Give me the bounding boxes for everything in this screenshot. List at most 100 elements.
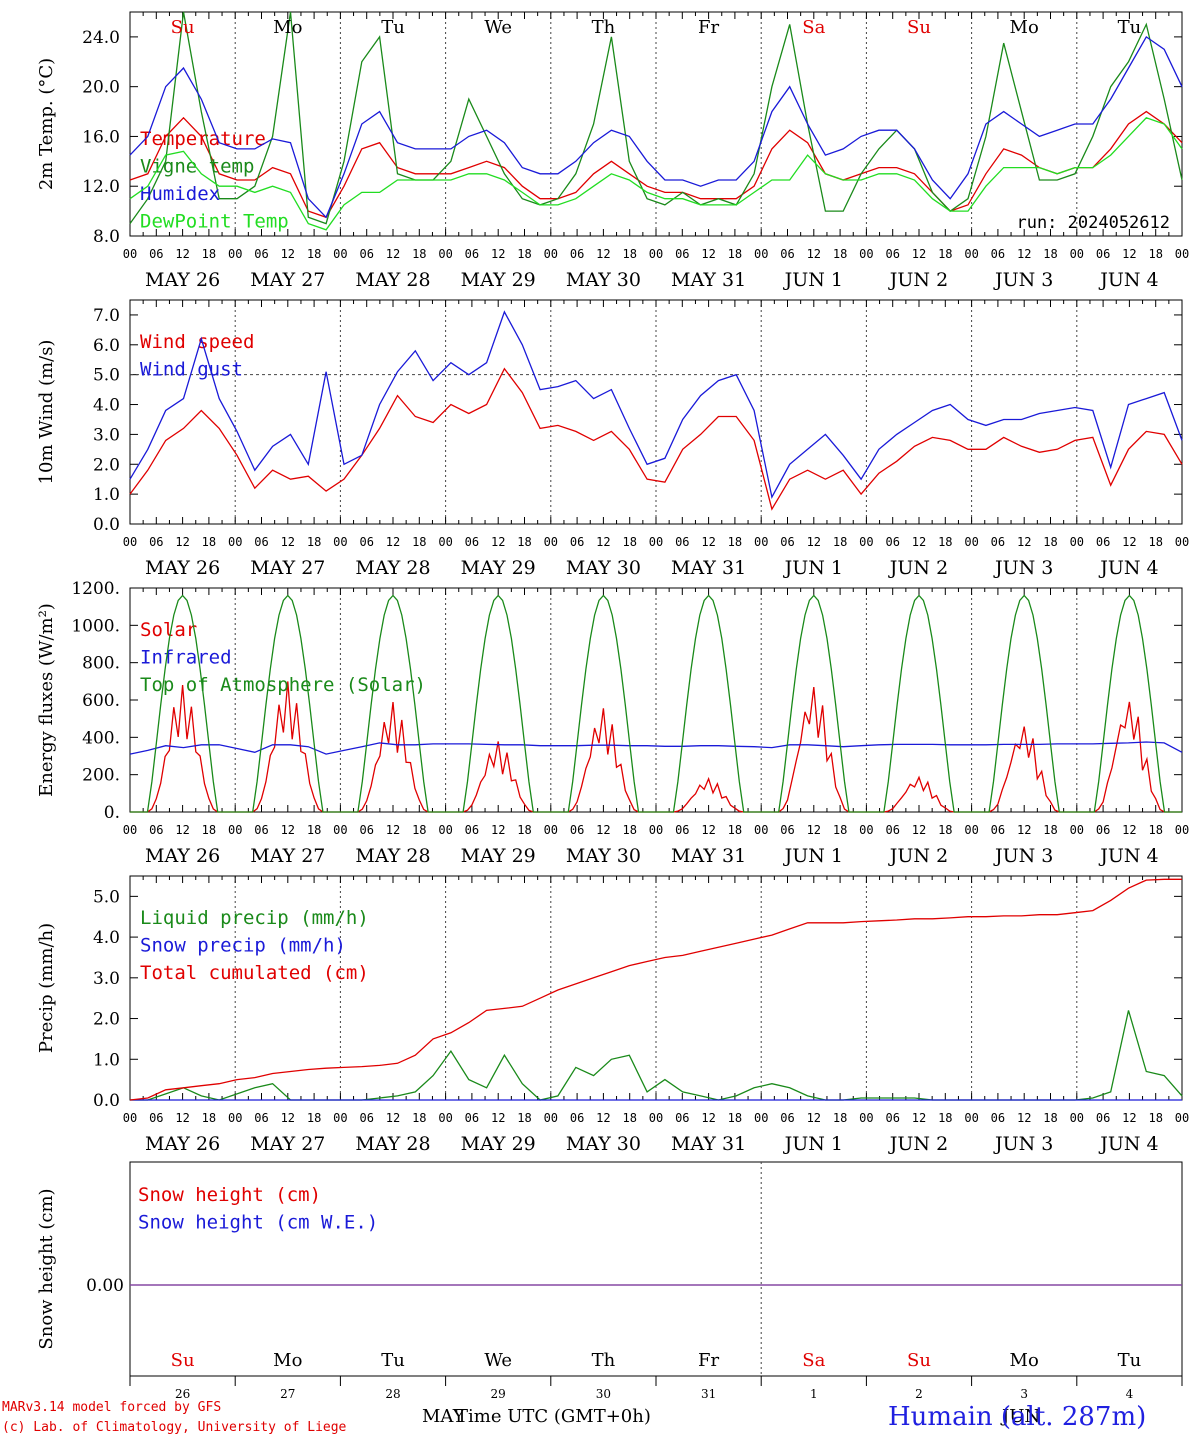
date-label: JUN 4 — [1098, 845, 1158, 867]
hour-tick-label: 06 — [675, 535, 689, 549]
hour-tick-label: 12 — [807, 1111, 821, 1125]
hour-tick-label: 06 — [570, 1111, 584, 1125]
hour-tick-label: 18 — [833, 535, 847, 549]
y-tick-label: 800. — [82, 654, 120, 674]
y-tick-label: 24.0 — [82, 28, 120, 48]
hour-tick-label: 06 — [675, 247, 689, 261]
hour-tick-label: 00 — [859, 247, 873, 261]
weekday-label: Fr — [698, 17, 719, 38]
hour-tick-label: 06 — [1096, 247, 1110, 261]
hour-tick-label: 12 — [701, 247, 715, 261]
hour-tick-label: 06 — [885, 823, 899, 837]
hour-tick-label: 12 — [1122, 535, 1136, 549]
hour-tick-label: 06 — [149, 823, 163, 837]
hour-tick-label: 00 — [649, 823, 663, 837]
y-tick-label: 1000. — [71, 616, 120, 636]
hour-tick-label: 18 — [307, 823, 321, 837]
hour-tick-label: 12 — [807, 247, 821, 261]
hour-tick-label: 00 — [228, 823, 242, 837]
date-label: MAY 27 — [250, 1133, 325, 1155]
hour-tick-label: 18 — [1043, 823, 1057, 837]
hour-tick-label: 12 — [491, 1111, 505, 1125]
hour-tick-label: 12 — [491, 535, 505, 549]
date-label: JUN 3 — [993, 269, 1053, 291]
date-label: MAY 27 — [250, 845, 325, 867]
hour-tick-label: 00 — [544, 1111, 558, 1125]
hour-tick-label: 12 — [386, 247, 400, 261]
model-credit: MARv3.14 model forced by GFS — [2, 1400, 222, 1415]
hour-tick-label: 06 — [465, 823, 479, 837]
date-label: MAY 30 — [566, 1133, 641, 1155]
hour-tick-label: 06 — [149, 535, 163, 549]
series-line — [129, 11, 1183, 225]
hour-tick-label: 00 — [123, 1111, 137, 1125]
hour-tick-label: 00 — [964, 247, 978, 261]
hour-tick-label: 18 — [728, 823, 742, 837]
date-label: JUN 2 — [888, 845, 948, 867]
y-axis-label: 10m Wind (m/s) — [36, 340, 57, 485]
hour-tick-label: 12 — [596, 247, 610, 261]
weekday-label: Su — [907, 1350, 931, 1371]
hour-tick-label: 06 — [991, 823, 1005, 837]
y-tick-label: 600. — [82, 691, 120, 711]
hour-tick-label: 00 — [1070, 535, 1084, 549]
weekday-label: Mo — [273, 17, 302, 38]
station-label: Humain (alt. 287m) — [888, 1402, 1147, 1432]
run-label: run: 2024052612 — [1016, 213, 1170, 233]
y-tick-label: 2.0 — [93, 1010, 120, 1030]
hour-tick-label: 12 — [596, 1111, 610, 1125]
hour-tick-label: 00 — [333, 535, 347, 549]
hour-tick-label: 00 — [438, 823, 452, 837]
hour-tick-label: 00 — [649, 535, 663, 549]
month-label-right: JUN — [1002, 1406, 1041, 1427]
date-label: JUN 3 — [993, 1133, 1053, 1155]
y-tick-label: 400. — [82, 728, 120, 748]
hour-tick-label: 18 — [728, 535, 742, 549]
date-label: JUN 1 — [783, 269, 843, 291]
hour-tick-label: 12 — [701, 823, 715, 837]
date-label: MAY 28 — [355, 557, 430, 579]
date-label: MAY 30 — [566, 269, 641, 291]
weekday-label: Mo — [1010, 1350, 1039, 1371]
hour-tick-label: 00 — [228, 535, 242, 549]
hour-tick-label: 00 — [123, 247, 137, 261]
hour-tick-label: 12 — [386, 1111, 400, 1125]
date-label: MAY 30 — [566, 557, 641, 579]
hour-tick-label: 00 — [1070, 247, 1084, 261]
hour-tick-label: 00 — [964, 823, 978, 837]
y-tick-label: 2.0 — [93, 455, 120, 475]
date-label: MAY 26 — [145, 269, 220, 291]
date-label: MAY 27 — [250, 557, 325, 579]
legend-entry: Total cumulated (cm) — [140, 962, 369, 984]
hour-tick-label: 18 — [938, 823, 952, 837]
date-label: MAY 31 — [671, 1133, 746, 1155]
y-axis-label: Snow height (cm) — [36, 1188, 57, 1349]
day-number-label: 3 — [1020, 1387, 1028, 1401]
hour-tick-label: 18 — [1043, 1111, 1057, 1125]
day-number-label: 31 — [701, 1387, 716, 1401]
series-line — [129, 741, 1183, 755]
hour-tick-label: 18 — [938, 247, 952, 261]
hour-tick-label: 00 — [1070, 1111, 1084, 1125]
date-label: JUN 2 — [888, 269, 948, 291]
hour-tick-label: 00 — [438, 535, 452, 549]
hour-tick-label: 18 — [307, 247, 321, 261]
y-tick-label: 5.0 — [93, 887, 120, 907]
y-tick-label: 1.0 — [93, 485, 120, 505]
hour-tick-label: 12 — [175, 535, 189, 549]
date-label: MAY 26 — [145, 845, 220, 867]
hour-tick-label: 00 — [228, 247, 242, 261]
hour-tick-label: 06 — [465, 1111, 479, 1125]
weekday-label: Th — [592, 17, 616, 38]
weekday-label: Sa — [802, 1350, 825, 1371]
weekday-label: Fr — [698, 1350, 719, 1371]
hour-tick-label: 00 — [649, 1111, 663, 1125]
hour-tick-label: 12 — [386, 535, 400, 549]
hour-tick-label: 18 — [728, 247, 742, 261]
y-tick-label: 7.0 — [93, 306, 120, 326]
day-number-label: 28 — [385, 1387, 400, 1401]
legend-entry: Vigne temp — [140, 156, 254, 178]
hour-tick-label: 18 — [1043, 247, 1057, 261]
hour-tick-label: 12 — [175, 823, 189, 837]
legend-entry: Wind gust — [140, 359, 243, 381]
